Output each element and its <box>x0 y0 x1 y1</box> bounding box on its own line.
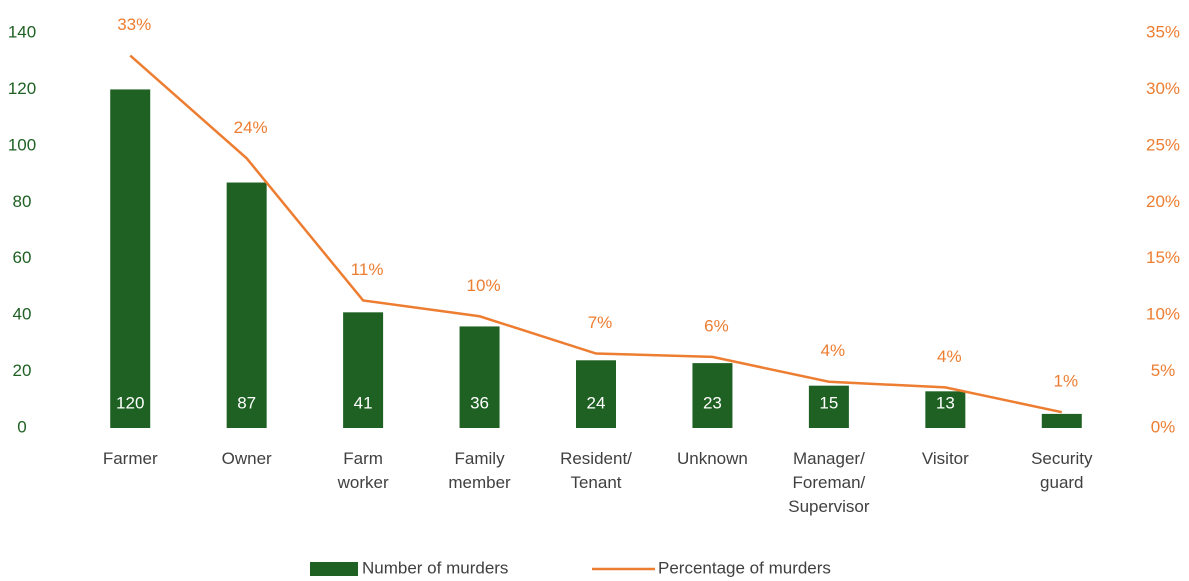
bar-value-label: 41 <box>354 393 373 412</box>
x-tick-label: Resident/Tenant <box>560 449 632 492</box>
y-tick-label: 60 <box>13 248 32 267</box>
x-tick-label: Visitor <box>922 449 969 468</box>
bar-value-label: 24 <box>587 393 606 412</box>
y2-tick-label: 30% <box>1146 79 1180 98</box>
y-tick-label: 0 <box>17 417 26 436</box>
bar <box>226 182 267 428</box>
x-tick-label: Farm worker <box>337 449 389 492</box>
y-tick-label: 140 <box>8 22 36 41</box>
y2-tick-label: 25% <box>1146 135 1180 154</box>
y2-tick-label: 15% <box>1146 248 1180 267</box>
x-tick-label: Manager/Foreman/Supervisor <box>788 449 870 516</box>
y2-tick-label: 5% <box>1151 361 1176 380</box>
legend-label: Percentage of murders <box>658 558 831 577</box>
y-tick-label: 20 <box>13 361 32 380</box>
y2-tick-label: 10% <box>1146 305 1180 324</box>
bar-value-label: 15 <box>819 393 838 412</box>
bar-value-label: 87 <box>237 393 256 412</box>
bar <box>343 312 384 428</box>
x-tick-label: Security guard <box>1031 449 1093 492</box>
x-tick-label: Farmer <box>103 449 158 468</box>
line-value-label: 6% <box>704 316 729 335</box>
line <box>129 54 1063 414</box>
bar <box>925 391 966 428</box>
bar <box>576 360 616 428</box>
line-value-label: 4% <box>821 341 846 360</box>
x-tick-label: Family member <box>448 449 511 492</box>
bar-value-label: 13 <box>936 393 955 412</box>
x-tick-label: Owner <box>222 449 272 468</box>
line-value-label: 10% <box>467 276 501 295</box>
line-value-label: 4% <box>937 347 962 366</box>
y-tick-label: 120 <box>8 79 36 98</box>
bar <box>1041 413 1082 428</box>
x-tick-label: Unknown <box>677 449 748 468</box>
y-tick-label: 80 <box>13 192 32 211</box>
bar-value-label: 5 <box>1057 393 1066 412</box>
line-value-label: 24% <box>234 118 268 137</box>
y-tick-label: 100 <box>8 135 36 154</box>
y2-tick-label: 20% <box>1146 192 1180 211</box>
bar <box>459 326 500 428</box>
legend-swatch <box>310 562 358 576</box>
legend-label: Number of murders <box>362 558 508 577</box>
bar-value-label: 23 <box>703 393 722 412</box>
line-value-label: 1% <box>1053 372 1078 391</box>
bar-value-label: 36 <box>470 393 489 412</box>
bar <box>692 363 733 428</box>
line-value-label: 7% <box>588 313 613 332</box>
y-tick-label: 40 <box>13 305 32 324</box>
bar-value-label: 120 <box>116 393 144 412</box>
line-value-label: 11% <box>351 260 384 279</box>
bar <box>808 385 849 428</box>
bar <box>110 89 151 428</box>
y2-tick-label: 35% <box>1146 22 1180 41</box>
y2-tick-label: 0% <box>1151 417 1176 436</box>
line-value-label: 33% <box>117 15 151 34</box>
